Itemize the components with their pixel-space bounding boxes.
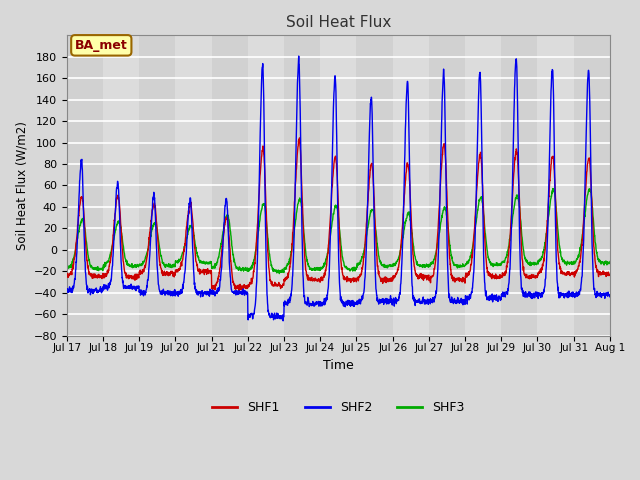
SHF3 (606, 259, 614, 264)
Bar (103, 36, 139, 336)
X-axis label: Time: Time (323, 359, 354, 372)
Bar (320, 36, 356, 336)
Bar (392, 36, 429, 336)
SHF1 (559, 268, 566, 274)
Bar (429, 36, 465, 336)
SHF2 (355, 298, 362, 304)
Bar (175, 36, 212, 336)
SHF1 (63, 271, 70, 277)
Line: SHF2: SHF2 (67, 56, 610, 321)
SHF2 (279, 318, 287, 324)
Bar (284, 36, 320, 336)
Y-axis label: Soil Heat Flux (W/m2): Soil Heat Flux (W/m2) (15, 121, 28, 250)
SHF2 (573, 293, 581, 299)
SHF2 (366, 110, 374, 116)
SHF3 (497, 263, 504, 268)
SHF2 (214, 288, 222, 294)
SHF3 (549, 186, 557, 192)
SHF3 (214, 255, 222, 261)
Bar (610, 36, 640, 336)
SHF2 (606, 292, 614, 298)
SHF3 (559, 255, 566, 261)
SHF1 (214, 276, 222, 282)
Bar (573, 36, 610, 336)
SHF3 (366, 213, 374, 219)
SHF1 (236, 288, 243, 294)
Bar (356, 36, 392, 336)
SHF2 (559, 292, 566, 298)
SHF1 (366, 167, 374, 173)
SHF2 (497, 298, 504, 303)
Bar (465, 36, 501, 336)
SHF1 (355, 278, 362, 284)
SHF3 (354, 262, 362, 268)
Text: BA_met: BA_met (75, 39, 127, 52)
Bar (212, 36, 248, 336)
Legend: SHF1, SHF2, SHF3: SHF1, SHF2, SHF3 (207, 396, 469, 419)
SHF3 (63, 265, 70, 271)
SHF1 (606, 273, 614, 278)
Bar (501, 36, 538, 336)
SHF1 (573, 266, 581, 272)
SHF1 (296, 135, 303, 141)
Bar (139, 36, 175, 336)
Title: Soil Heat Flux: Soil Heat Flux (285, 15, 391, 30)
Line: SHF3: SHF3 (67, 189, 610, 274)
Bar (538, 36, 573, 336)
SHF3 (573, 256, 581, 262)
SHF3 (275, 271, 283, 276)
SHF2 (295, 53, 303, 59)
Bar (67, 36, 103, 336)
Bar (248, 36, 284, 336)
SHF1 (497, 275, 504, 280)
Line: SHF1: SHF1 (67, 138, 610, 291)
SHF2 (63, 289, 70, 295)
